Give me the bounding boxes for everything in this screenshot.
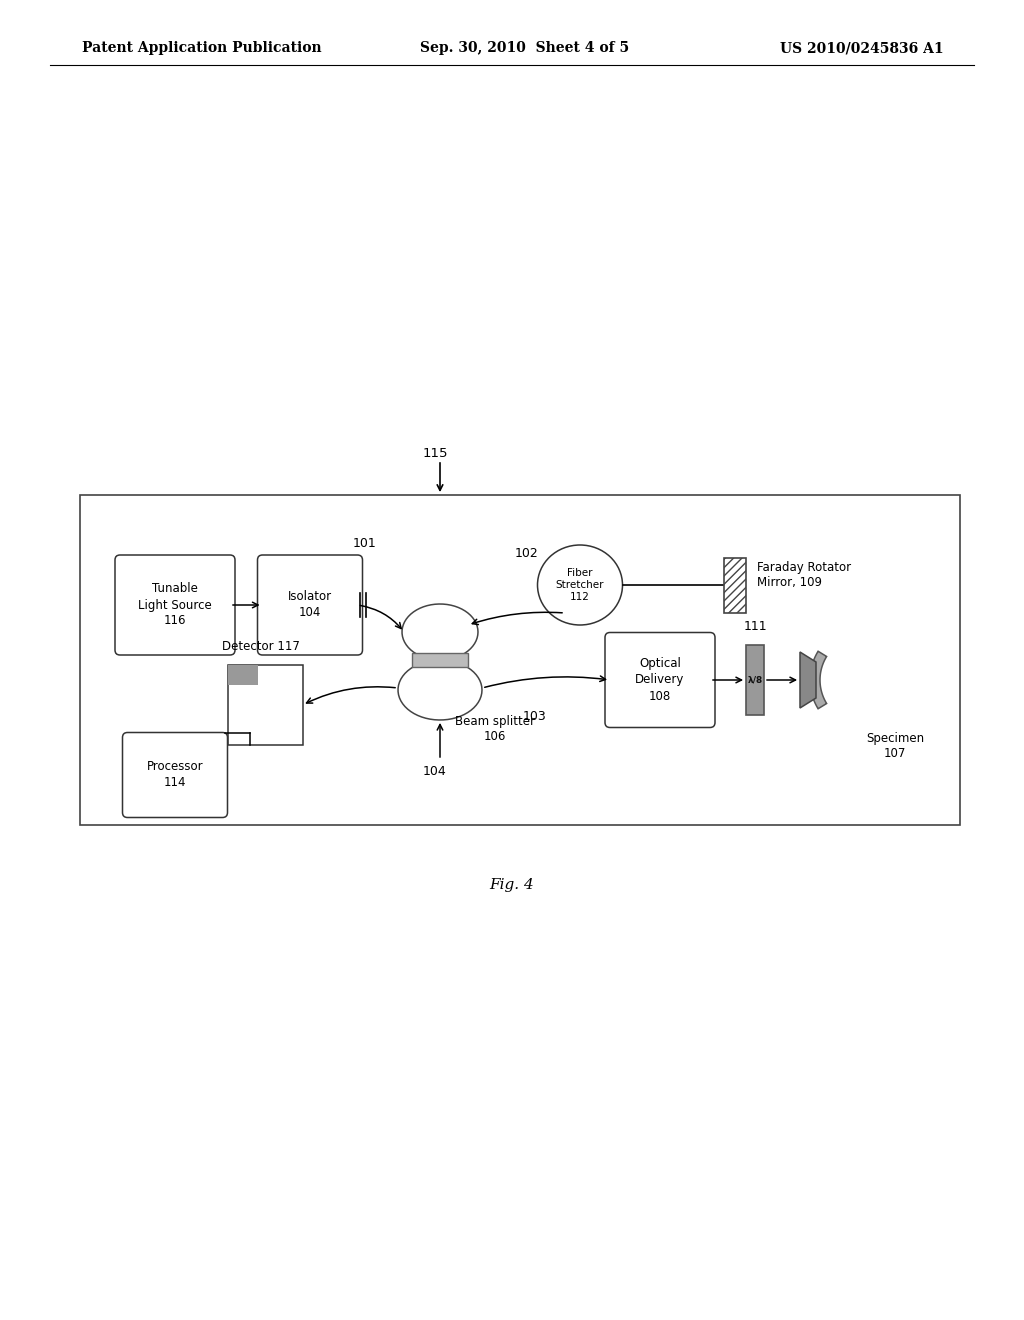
Text: US 2010/0245836 A1: US 2010/0245836 A1 (780, 41, 944, 55)
Text: Isolator
104: Isolator 104 (288, 590, 332, 619)
Text: Processor
114: Processor 114 (146, 760, 204, 789)
FancyBboxPatch shape (257, 554, 362, 655)
Text: Optical
Delivery
108: Optical Delivery 108 (635, 657, 685, 702)
Text: Fiber
Stretcher
112: Fiber Stretcher 112 (556, 568, 604, 602)
Text: 102: 102 (515, 546, 539, 560)
Text: Specimen
107: Specimen 107 (866, 733, 924, 760)
Bar (724, 557, 746, 612)
Text: 104: 104 (423, 766, 446, 777)
FancyBboxPatch shape (605, 632, 715, 727)
Text: Sep. 30, 2010  Sheet 4 of 5: Sep. 30, 2010 Sheet 4 of 5 (420, 41, 629, 55)
Bar (227, 665, 302, 744)
Text: Faraday Rotator
Mirror, 109: Faraday Rotator Mirror, 109 (757, 561, 851, 589)
Text: 101: 101 (353, 537, 377, 550)
Polygon shape (800, 652, 816, 708)
Text: Fig. 4: Fig. 4 (489, 878, 535, 892)
Bar (80, 495, 961, 825)
Text: λ/8: λ/8 (748, 676, 763, 685)
Ellipse shape (538, 545, 623, 624)
Polygon shape (810, 651, 826, 709)
Text: 115: 115 (422, 447, 447, 459)
Bar (746, 645, 764, 715)
Polygon shape (402, 605, 478, 660)
Text: Patent Application Publication: Patent Application Publication (82, 41, 322, 55)
Text: Beam splitter
106: Beam splitter 106 (455, 715, 535, 743)
Bar (412, 653, 468, 667)
Text: Tunable
Light Source
116: Tunable Light Source 116 (138, 582, 212, 627)
Bar (227, 665, 257, 685)
Polygon shape (398, 660, 482, 719)
Text: Detector 117: Detector 117 (222, 640, 300, 653)
FancyBboxPatch shape (123, 733, 227, 817)
FancyBboxPatch shape (115, 554, 234, 655)
Text: 111: 111 (743, 620, 767, 634)
Text: 103: 103 (523, 710, 547, 723)
